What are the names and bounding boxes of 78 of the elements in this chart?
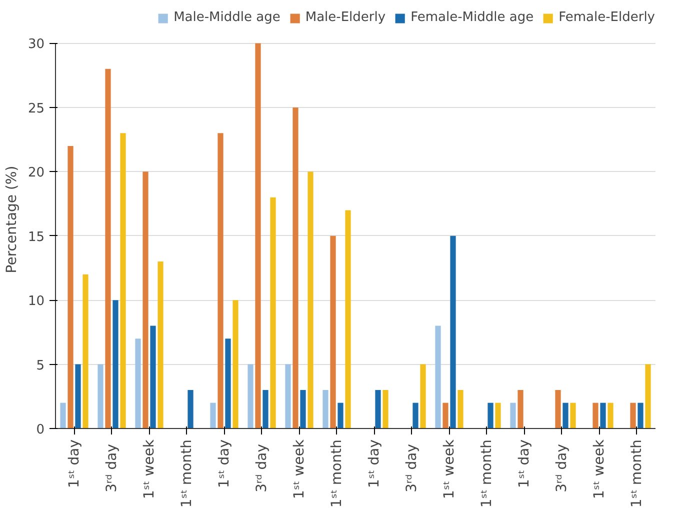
bar xyxy=(135,338,141,428)
bar xyxy=(270,197,276,428)
bar xyxy=(345,210,351,428)
bar xyxy=(68,146,74,428)
legend-label: Female-Middle age xyxy=(410,10,534,25)
legend-label: Male-Elderly xyxy=(305,10,386,25)
bar xyxy=(382,390,388,428)
bar xyxy=(98,364,104,428)
bar xyxy=(248,364,254,428)
bar xyxy=(300,390,306,428)
y-tick-label: 10 xyxy=(28,294,45,310)
bar xyxy=(120,133,126,428)
bar xyxy=(308,172,314,428)
x-tick-label: 1ˢᵗ week xyxy=(141,438,158,499)
x-tick-label: 3ʳᵈ day xyxy=(554,444,570,492)
bar xyxy=(645,364,651,428)
bar xyxy=(112,300,118,428)
bar xyxy=(225,338,231,428)
bar xyxy=(105,68,111,428)
x-tick-label: 1ˢᵗ month xyxy=(328,439,345,508)
bar xyxy=(458,390,464,428)
bar xyxy=(338,402,344,428)
y-tick-label: 5 xyxy=(36,358,45,374)
x-tick-label: 3ʳᵈ day xyxy=(104,444,120,492)
x-tick-label: 3ʳᵈ day xyxy=(404,444,420,492)
bar xyxy=(608,402,614,428)
x-tick-label: 1ˢᵗ month xyxy=(178,439,195,508)
bar xyxy=(488,402,494,428)
bar xyxy=(218,133,224,428)
bar xyxy=(292,107,298,428)
x-tick-label: 1ˢᵗ week xyxy=(291,438,308,499)
bar xyxy=(375,390,381,428)
bar xyxy=(330,236,336,428)
bar xyxy=(232,300,238,428)
x-tick-label: 1ˢᵗ day xyxy=(216,439,232,488)
bar xyxy=(285,364,291,428)
bar xyxy=(562,402,568,428)
bar xyxy=(630,402,636,428)
bar xyxy=(60,402,66,428)
bar xyxy=(555,390,561,428)
bar xyxy=(570,402,576,428)
bar xyxy=(450,236,456,428)
bar xyxy=(210,402,216,428)
x-tick-label: 3ʳᵈ day xyxy=(254,444,270,492)
x-tick-label: 1ˢᵗ day xyxy=(516,439,532,488)
y-tick-label: 20 xyxy=(28,166,45,181)
bar xyxy=(82,274,88,428)
y-tick-label: 30 xyxy=(28,37,45,52)
bar xyxy=(75,364,81,428)
bar xyxy=(592,402,598,428)
bar xyxy=(510,402,516,428)
bar xyxy=(420,364,426,428)
bar xyxy=(435,326,441,428)
bar xyxy=(518,390,524,428)
bar xyxy=(495,402,501,428)
x-tick-label: 1ˢᵗ day xyxy=(66,439,82,488)
bar xyxy=(638,402,644,428)
x-tick-label: 1ˢᵗ week xyxy=(441,438,458,499)
y-axis-title: Percentage (%) xyxy=(4,166,20,274)
y-tick-label: 25 xyxy=(28,101,45,116)
legend-label: Female-Elderly xyxy=(558,10,655,25)
legend-label: Male-Middle age xyxy=(174,10,280,25)
x-tick-label: 1ˢᵗ month xyxy=(628,439,645,508)
x-tick-label: 1ˢᵗ month xyxy=(478,439,495,508)
bar xyxy=(322,390,328,428)
x-tick-label: 1ˢᵗ week xyxy=(591,438,608,499)
y-tick-label: 15 xyxy=(28,230,45,245)
bar xyxy=(188,390,194,428)
bar xyxy=(150,326,156,428)
bar xyxy=(262,390,268,428)
bar xyxy=(412,402,418,428)
y-tick-label: 0 xyxy=(36,422,45,438)
bar xyxy=(442,402,448,428)
x-tick-label: 1ˢᵗ day xyxy=(366,439,382,488)
bar xyxy=(600,402,606,428)
bar xyxy=(158,262,164,428)
bar xyxy=(255,43,261,428)
bar xyxy=(142,172,148,428)
